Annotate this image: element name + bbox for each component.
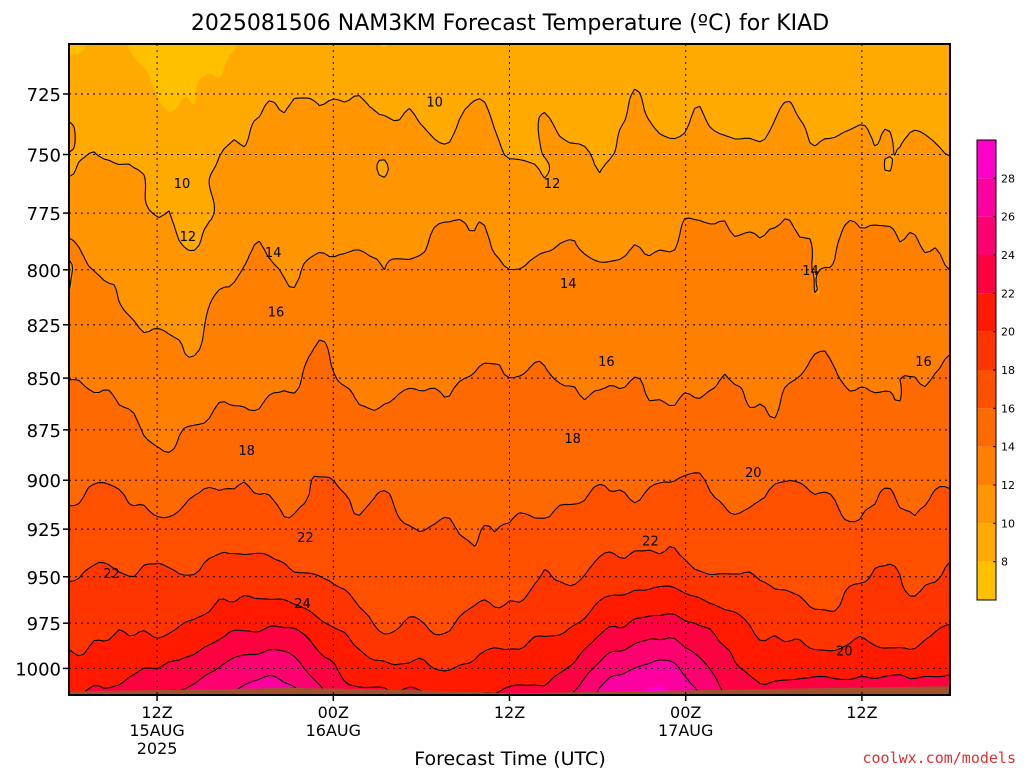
colorbar-tick-label: 8 bbox=[1001, 556, 1008, 569]
y-tick-label: 775 bbox=[27, 204, 61, 225]
y-tick-label: 900 bbox=[27, 471, 61, 492]
colorbar-tick-label: 20 bbox=[1001, 326, 1015, 339]
colorbar-swatch bbox=[977, 255, 996, 294]
x-tick-label: 16AUG bbox=[306, 721, 361, 740]
y-tick-label: 975 bbox=[27, 614, 61, 635]
colorbar-tick-label: 10 bbox=[1001, 517, 1015, 530]
x-tick-label: 00Z bbox=[318, 703, 349, 722]
colorbar-swatch bbox=[977, 140, 996, 179]
y-tick-label: 875 bbox=[27, 421, 61, 442]
ground-surface bbox=[69, 686, 950, 695]
contour-label: 22 bbox=[297, 531, 314, 546]
contour-label: 24 bbox=[294, 597, 311, 612]
colorbar-swatch bbox=[977, 331, 996, 370]
y-tick-label: 1000 bbox=[15, 659, 61, 680]
contour-labels: 10 10 12 12 14 14 14 16 16 16 18 18 20 20 22 22 22 24 bbox=[103, 95, 932, 659]
surface-band bbox=[69, 686, 950, 695]
colorbar-tick-label: 24 bbox=[1001, 249, 1015, 262]
isotherm-14 bbox=[69, 339, 950, 453]
colorbar-swatch bbox=[977, 370, 996, 409]
colorbar-tick-label: 14 bbox=[1001, 441, 1015, 454]
isotherm-contours bbox=[69, 88, 950, 695]
contour-label: 14 bbox=[265, 246, 282, 261]
contour-label: 16 bbox=[915, 355, 932, 370]
x-axis-title: Forecast Time (UTC) bbox=[414, 748, 605, 768]
colorbar-swatch bbox=[977, 216, 996, 255]
contour-label: 10 bbox=[174, 177, 191, 192]
colorbar-tick-label: 18 bbox=[1001, 364, 1015, 377]
colorbar-tick-label: 16 bbox=[1001, 402, 1015, 415]
colorbar-swatch bbox=[977, 408, 996, 447]
x-tick-label: 12Z bbox=[494, 703, 525, 722]
y-tick-label: 800 bbox=[27, 261, 61, 282]
grid-lines bbox=[69, 44, 950, 695]
plot-area: 10 10 12 12 14 14 14 16 16 16 18 18 20 20 22 22 22 24 bbox=[68, 43, 951, 696]
x-tick-label: 12Z bbox=[846, 703, 877, 722]
contour-label: 18 bbox=[564, 432, 581, 447]
x-tick-label: 00Z bbox=[670, 703, 701, 722]
colorbar-swatch bbox=[977, 561, 996, 600]
y-tick-label: 950 bbox=[27, 568, 61, 589]
y-tick-label: 725 bbox=[27, 85, 61, 106]
y-tick-label: 825 bbox=[27, 316, 61, 337]
isotherm-18 bbox=[69, 545, 950, 636]
colorbar-tick-label: 12 bbox=[1001, 479, 1015, 492]
x-tick-label: 2025 bbox=[137, 739, 178, 758]
chart-title: 2025081506 NAM3KM Forecast Temperature (… bbox=[191, 11, 829, 36]
isotherm-24 bbox=[161, 637, 726, 695]
isotherm-16 bbox=[69, 472, 950, 547]
colorbar-swatch bbox=[977, 523, 996, 562]
contour-label: 16 bbox=[598, 355, 615, 370]
colorbar-tick-label: 22 bbox=[1001, 287, 1015, 300]
isotherm-12 bbox=[69, 217, 950, 358]
colorbar-tick-label: 28 bbox=[1001, 172, 1015, 185]
contour-label: 22 bbox=[103, 567, 120, 582]
contour-label: 16 bbox=[268, 306, 285, 321]
x-tick-label: 15AUG bbox=[129, 721, 184, 740]
contour-label: 20 bbox=[745, 466, 762, 481]
colorbar-swatch bbox=[977, 293, 996, 332]
contour-label: 12 bbox=[180, 230, 197, 245]
pressure-axis: 725 750 775 800 825 850 875 900 925 950 975 1000 bbox=[15, 85, 69, 680]
x-tick-label: 17AUG bbox=[658, 721, 713, 740]
isotherm-10 bbox=[69, 88, 950, 251]
colorbar: 8 10 12 14 16 18 20 22 24 26 28 bbox=[976, 139, 1015, 601]
contour-label: 12 bbox=[544, 177, 561, 192]
contour-label: 20 bbox=[836, 644, 853, 659]
contour-label: 14 bbox=[560, 277, 577, 292]
isotherm-20 bbox=[69, 585, 950, 672]
isotherm-22 bbox=[69, 613, 950, 695]
colorbar-tick-label: 26 bbox=[1001, 211, 1015, 224]
x-tick-label: 12Z bbox=[141, 703, 172, 722]
contour-label: 18 bbox=[238, 444, 255, 459]
colorbar-swatch bbox=[977, 485, 996, 524]
y-tick-label: 750 bbox=[27, 146, 61, 167]
contour-label: 22 bbox=[642, 535, 659, 550]
y-tick-label: 850 bbox=[27, 369, 61, 390]
y-tick-label: 925 bbox=[27, 520, 61, 541]
site-credit: coolwx.com/models bbox=[862, 749, 1016, 767]
colorbar-swatch bbox=[977, 446, 996, 485]
colorbar-swatch bbox=[977, 178, 996, 217]
contour-label: 14 bbox=[802, 264, 819, 279]
contour-label: 10 bbox=[426, 95, 443, 110]
